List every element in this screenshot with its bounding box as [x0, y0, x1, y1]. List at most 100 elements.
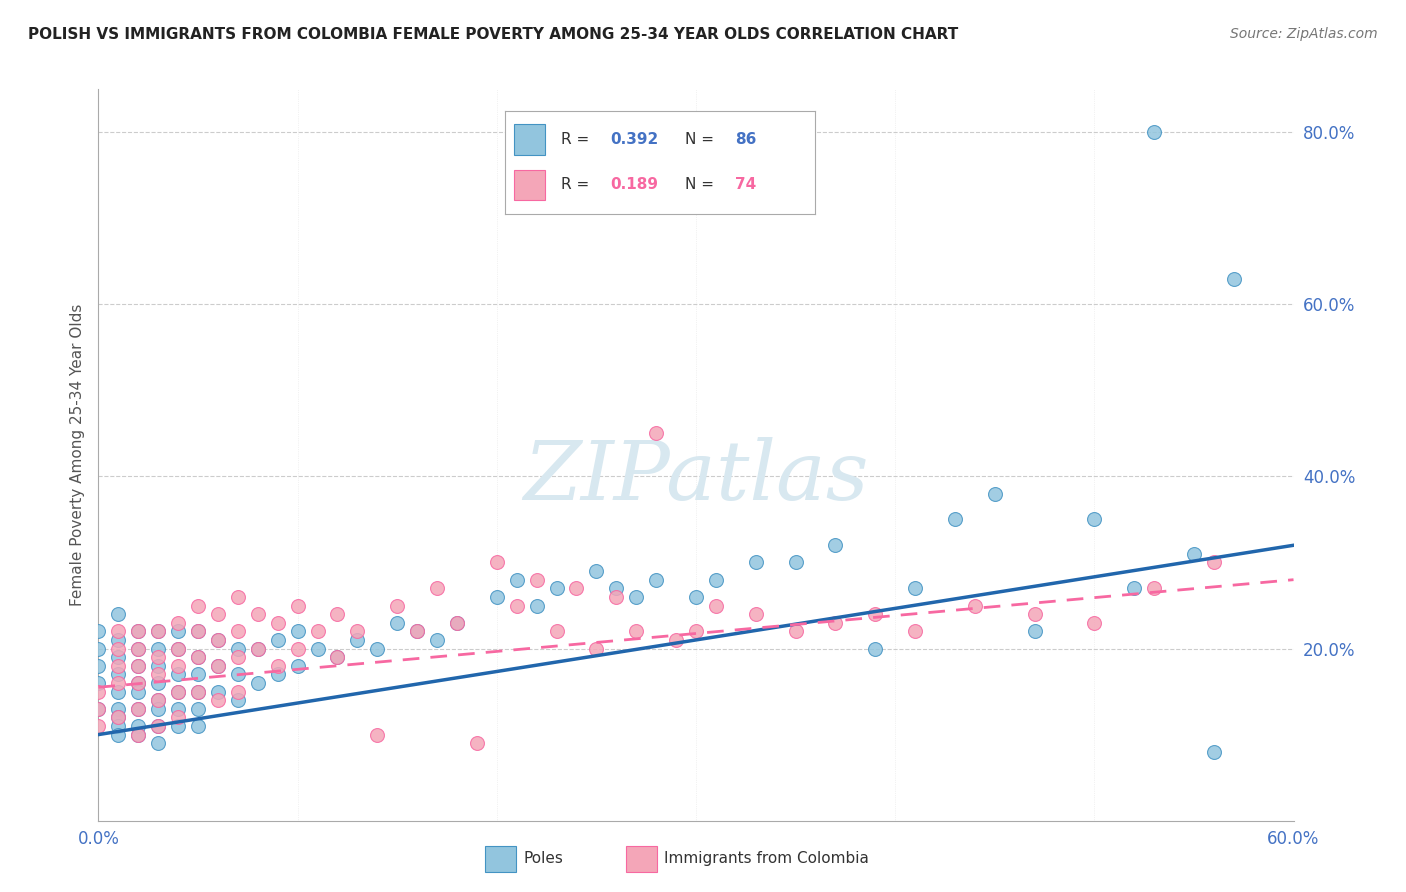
Point — [187, 684, 209, 698]
Point — [605, 590, 627, 604]
Point — [107, 710, 129, 724]
Point — [148, 719, 170, 733]
Point — [187, 624, 209, 639]
Point — [287, 599, 309, 613]
Point — [107, 658, 129, 673]
Point — [107, 684, 129, 698]
Point — [107, 676, 129, 690]
Point — [107, 667, 129, 681]
Point — [943, 512, 966, 526]
Point — [904, 624, 927, 639]
Point — [1024, 607, 1046, 621]
Point — [526, 573, 548, 587]
Point — [187, 650, 209, 665]
Point — [605, 582, 627, 596]
Point — [1222, 271, 1246, 285]
Point — [148, 736, 170, 750]
Point — [685, 590, 707, 604]
Point — [207, 658, 229, 673]
Point — [226, 667, 249, 681]
Point — [1083, 512, 1105, 526]
Point — [148, 676, 170, 690]
Point — [1143, 125, 1166, 139]
Point — [167, 719, 190, 733]
Point — [148, 702, 170, 716]
Point — [406, 624, 429, 639]
Point — [87, 641, 110, 656]
Point — [148, 693, 170, 707]
Point — [385, 599, 409, 613]
Point — [287, 624, 309, 639]
Point — [87, 658, 110, 673]
Point — [148, 719, 170, 733]
Point — [226, 650, 249, 665]
Point — [187, 624, 209, 639]
Point — [984, 486, 1007, 500]
Point — [167, 641, 190, 656]
Point — [207, 684, 229, 698]
Text: POLISH VS IMMIGRANTS FROM COLOMBIA FEMALE POVERTY AMONG 25-34 YEAR OLDS CORRELAT: POLISH VS IMMIGRANTS FROM COLOMBIA FEMAL… — [28, 27, 959, 42]
Point — [963, 599, 986, 613]
Point — [187, 667, 209, 681]
Point — [506, 573, 529, 587]
Point — [87, 719, 110, 733]
Point — [426, 632, 449, 647]
Point — [1202, 556, 1225, 570]
Point — [645, 426, 668, 441]
Point — [148, 667, 170, 681]
Point — [626, 590, 648, 604]
Text: Immigrants from Colombia: Immigrants from Colombia — [664, 852, 869, 866]
Point — [1182, 547, 1205, 561]
Point — [127, 641, 149, 656]
Point — [107, 710, 129, 724]
Point — [87, 624, 110, 639]
Point — [226, 641, 249, 656]
Point — [1143, 582, 1166, 596]
Point — [127, 624, 149, 639]
Point — [127, 728, 149, 742]
Point — [585, 641, 607, 656]
Point — [1123, 582, 1146, 596]
Point — [465, 736, 488, 750]
Point — [385, 615, 409, 630]
Point — [148, 650, 170, 665]
Point — [148, 693, 170, 707]
Point — [824, 538, 846, 552]
Point — [107, 641, 129, 656]
Point — [107, 632, 129, 647]
Point — [565, 582, 588, 596]
Point — [863, 607, 887, 621]
Point — [148, 624, 170, 639]
Point — [267, 632, 290, 647]
Point — [745, 556, 768, 570]
Point — [167, 684, 190, 698]
Point — [546, 624, 568, 639]
Point — [1024, 624, 1046, 639]
Point — [326, 650, 349, 665]
Point — [745, 607, 768, 621]
Point — [526, 599, 548, 613]
Point — [107, 607, 129, 621]
Point — [148, 658, 170, 673]
Point — [207, 607, 229, 621]
Point — [226, 624, 249, 639]
Point — [1202, 745, 1225, 759]
Point — [366, 728, 388, 742]
Point — [326, 650, 349, 665]
Point — [127, 624, 149, 639]
Point — [785, 624, 807, 639]
Point — [267, 615, 290, 630]
Point — [187, 599, 209, 613]
Point — [824, 615, 846, 630]
Point — [226, 684, 249, 698]
Point — [107, 650, 129, 665]
Point — [665, 632, 688, 647]
Point — [626, 624, 648, 639]
Point — [1083, 615, 1105, 630]
Point — [187, 650, 209, 665]
Point — [207, 693, 229, 707]
Point — [107, 702, 129, 716]
Point — [307, 641, 329, 656]
Point — [246, 607, 269, 621]
Point — [246, 641, 269, 656]
